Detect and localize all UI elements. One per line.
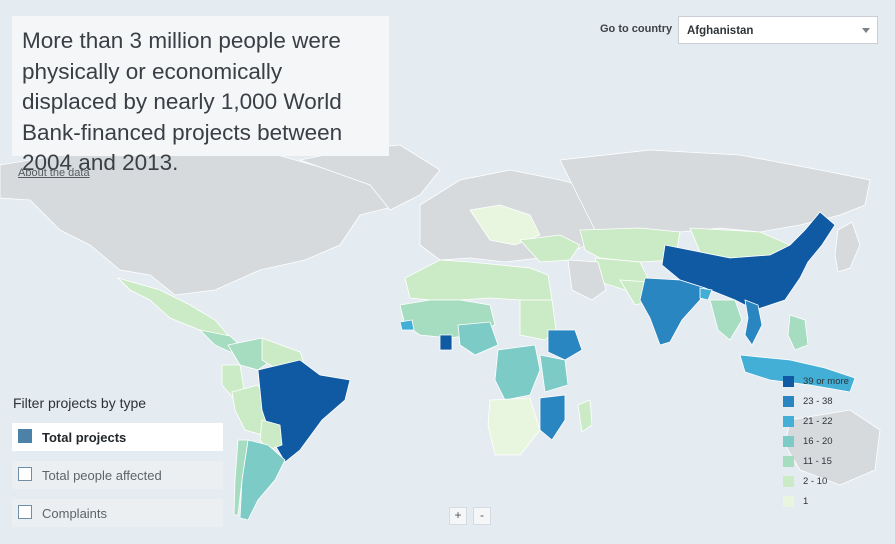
chile[interactable] <box>233 439 249 516</box>
mozambique[interactable] <box>539 394 566 441</box>
turkey[interactable] <box>519 234 581 263</box>
filter-label: Total projects <box>42 430 127 445</box>
checkbox-icon <box>18 467 32 481</box>
zoom-out-button[interactable]: - <box>473 507 491 525</box>
kazakhstan[interactable] <box>579 227 681 263</box>
bangladesh[interactable] <box>699 287 713 301</box>
about-data-link[interactable]: About the data <box>18 167 90 179</box>
legend-swatch <box>783 456 794 467</box>
bolivia[interactable] <box>259 419 283 451</box>
country-select[interactable]: Afghanistan <box>678 16 878 44</box>
myanmar-thailand[interactable] <box>709 299 743 341</box>
legend-label: 11 - 15 <box>803 456 832 467</box>
legend-swatch <box>783 496 794 507</box>
argentina[interactable] <box>239 439 286 521</box>
ghana[interactable] <box>439 334 453 351</box>
legend-label: 2 - 10 <box>803 476 828 487</box>
north-america-land <box>0 139 416 296</box>
legend-swatch <box>783 476 794 487</box>
madagascar[interactable] <box>577 399 593 433</box>
legend-swatch <box>783 376 794 387</box>
drc[interactable] <box>494 344 541 401</box>
filter-total-people-affected[interactable]: Total people affected <box>12 461 223 489</box>
filter-label: Complaints <box>42 506 108 521</box>
southern-africa[interactable] <box>487 397 541 456</box>
australia <box>784 409 881 486</box>
filter-label: Total people affected <box>42 468 162 483</box>
country-select-value: Afghanistan <box>687 25 754 37</box>
chevron-down-icon <box>862 28 870 33</box>
filter-title: Filter projects by type <box>13 395 147 411</box>
legend-label: 39 or more <box>803 376 849 387</box>
legend-label: 23 - 38 <box>803 396 833 407</box>
iran <box>567 259 607 301</box>
legend-label: 1 <box>803 496 809 507</box>
legend-swatch <box>783 416 794 427</box>
indonesia[interactable] <box>739 354 856 393</box>
legend-swatch <box>783 396 794 407</box>
india[interactable] <box>639 277 706 346</box>
legend-swatch <box>783 436 794 447</box>
checkbox-icon <box>18 505 32 519</box>
goto-country-label: Go to country <box>600 23 673 35</box>
legend-label: 16 - 20 <box>803 436 833 447</box>
filter-total-projects[interactable]: Total projects <box>12 423 223 451</box>
nigeria[interactable] <box>457 321 499 356</box>
checkbox-icon <box>18 429 32 443</box>
headline: More than 3 million people were physical… <box>12 16 389 175</box>
japan <box>834 221 861 273</box>
east-africa[interactable] <box>539 354 569 393</box>
ethiopia[interactable] <box>547 329 583 361</box>
filter-complaints[interactable]: Complaints <box>12 499 223 527</box>
legend-label: 21 - 22 <box>803 416 833 427</box>
country-shapes[interactable] <box>0 139 881 521</box>
philippines[interactable] <box>787 314 809 351</box>
zoom-in-button[interactable]: + <box>449 507 467 525</box>
senegal[interactable] <box>399 319 415 331</box>
eastern-europe[interactable] <box>469 204 541 246</box>
vietnam[interactable] <box>744 299 763 346</box>
